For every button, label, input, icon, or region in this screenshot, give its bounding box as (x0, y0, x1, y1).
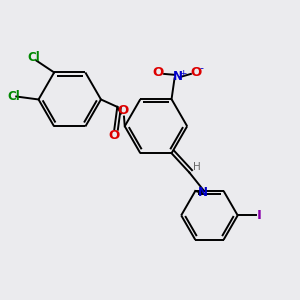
Text: N: N (173, 70, 183, 83)
Text: N: N (198, 186, 208, 199)
Text: H: H (193, 162, 201, 172)
Text: -: - (199, 64, 203, 74)
Text: O: O (190, 66, 202, 79)
Text: +: + (179, 68, 187, 77)
Text: O: O (117, 104, 128, 117)
Text: Cl: Cl (7, 90, 20, 103)
Text: O: O (152, 66, 164, 79)
Text: Cl: Cl (27, 51, 40, 64)
Text: I: I (256, 209, 262, 222)
Text: O: O (109, 129, 120, 142)
